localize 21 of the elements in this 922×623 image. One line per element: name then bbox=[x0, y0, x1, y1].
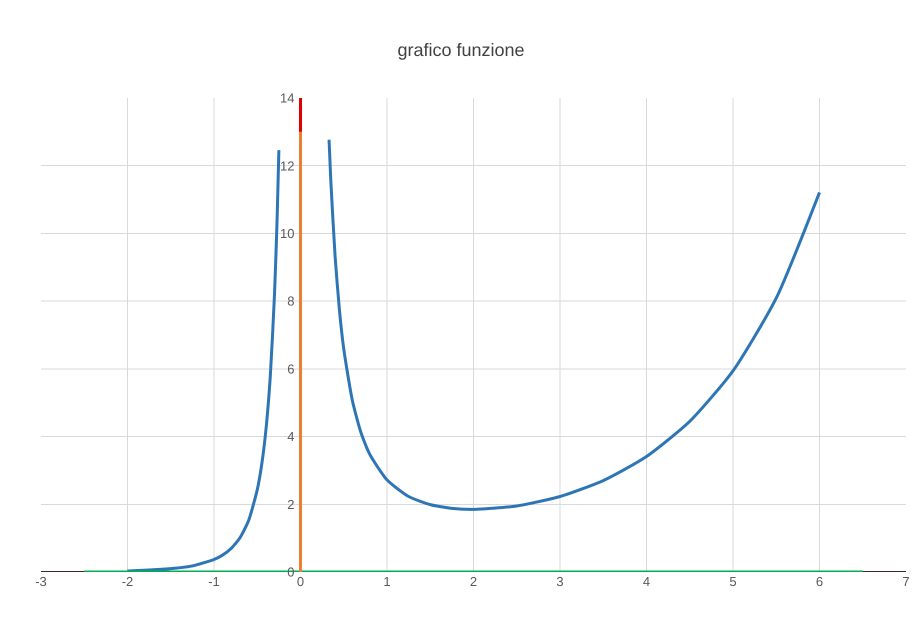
chart-title: grafico funzione bbox=[397, 40, 525, 60]
x-tick-label: 5 bbox=[729, 574, 737, 589]
x-tick-label: 6 bbox=[816, 574, 824, 589]
line-series bbox=[328, 138, 821, 511]
x-tick-label: -1 bbox=[208, 574, 220, 589]
x-tick-label: 1 bbox=[383, 574, 391, 589]
x-tick-label: 7 bbox=[902, 574, 910, 589]
x-tick-label: 4 bbox=[642, 574, 650, 589]
y-tick-label: 6 bbox=[287, 361, 294, 376]
x-tick-label: -2 bbox=[122, 574, 134, 589]
x-tick-label: 0 bbox=[296, 574, 304, 589]
x-tick-label: 2 bbox=[470, 574, 478, 589]
y-tick-label: 8 bbox=[287, 294, 294, 309]
y-tick-label: 10 bbox=[280, 226, 294, 241]
x-tick-label: 3 bbox=[556, 574, 564, 589]
y-tick-label: 2 bbox=[287, 496, 294, 512]
y-tick-label: 12 bbox=[280, 158, 294, 174]
line-series bbox=[126, 148, 280, 572]
y-tick-label: 4 bbox=[287, 429, 294, 444]
x-tick-label: -3 bbox=[35, 574, 47, 589]
y-tick-label: 14 bbox=[280, 90, 294, 106]
